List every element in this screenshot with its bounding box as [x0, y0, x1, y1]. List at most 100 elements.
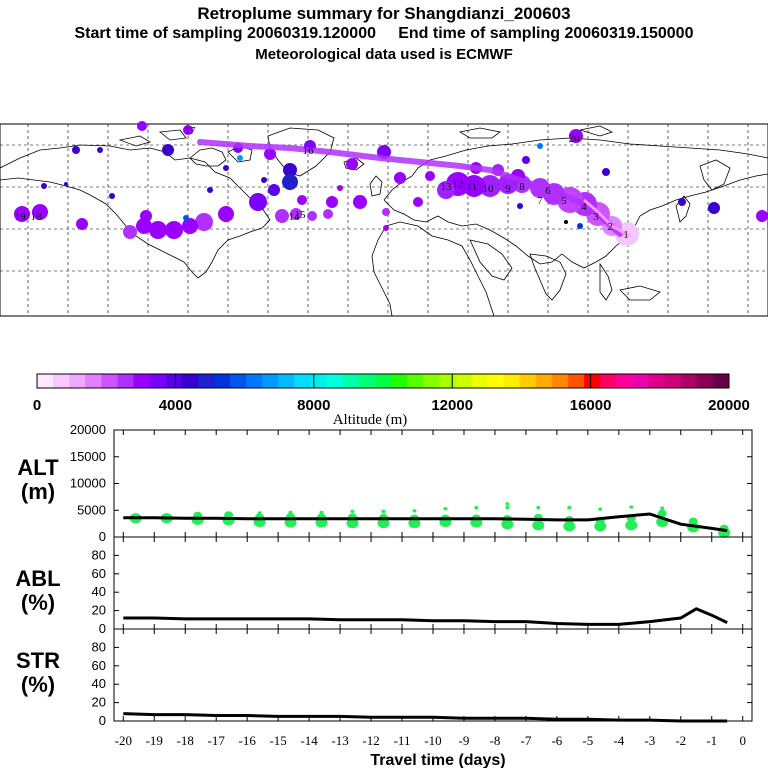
plume-day-label: 1: [623, 229, 629, 241]
y-tick-label: 80: [92, 639, 106, 654]
colorbar-cell: [712, 374, 730, 388]
plume-cluster-marker: [383, 225, 389, 231]
y-tick-label: 15000: [70, 449, 106, 464]
x-tick-label: -17: [208, 733, 226, 748]
colorbar-cell: [262, 374, 279, 388]
plume-cluster-marker: [479, 175, 501, 197]
y-tick-label: 60: [92, 566, 106, 581]
plume-cluster-marker: [76, 218, 88, 230]
altitude-scatter-point: [688, 517, 698, 526]
plume-cluster-marker: [708, 202, 720, 214]
colorbar-cell: [133, 374, 151, 388]
x-tick-label: -12: [362, 733, 379, 748]
plume-cluster-marker: [577, 223, 583, 229]
plume-start-segment: [583, 198, 631, 238]
colorbar-cell: [696, 374, 714, 388]
plume-day-label: 19: [15, 211, 27, 223]
panel-ylabel: STR (%): [16, 648, 60, 697]
colorbar-cell: [519, 374, 537, 388]
plume-day-label: 13: [441, 181, 453, 193]
plume-cluster-marker: [326, 196, 338, 208]
plume-day-label: 5: [561, 195, 567, 207]
colorbar-cell: [391, 374, 408, 388]
colorbar-cell: [568, 374, 585, 388]
plume-cluster-marker: [268, 184, 280, 196]
panel-ylabel-line: STR: [16, 648, 60, 673]
plume-cluster-marker: [123, 225, 137, 239]
y-tick-label: 20: [92, 603, 106, 618]
y-tick-label: 20: [92, 695, 106, 710]
x-tick-label: -8: [490, 733, 501, 748]
x-tick-label: -11: [394, 733, 411, 748]
colorbar-cell: [117, 374, 135, 388]
colorbar-cell: [37, 374, 54, 388]
plume-centerline: [197, 139, 623, 237]
colorbar-cell: [230, 374, 247, 388]
altitude-scatter-point: [536, 505, 541, 510]
plume-day-label: 14: [289, 211, 301, 223]
y-tick-label: 0: [99, 621, 106, 636]
colorbar-cell: [53, 374, 70, 388]
plume-cluster-marker: [382, 208, 390, 216]
colorbar-cells: [37, 374, 730, 388]
colorbar-cell: [439, 374, 456, 388]
x-tick-label: -6: [551, 733, 562, 748]
plume-day-label: 18: [31, 211, 43, 223]
plume-cluster-marker: [522, 156, 530, 164]
plume-cluster-marker: [323, 209, 333, 219]
altitude-scatter-point: [657, 509, 667, 518]
colorbar-cell: [326, 374, 344, 388]
plume-cluster-marker: [165, 221, 183, 239]
colorbar-cell: [294, 374, 312, 388]
plume-cluster-marker: [564, 220, 568, 224]
plume-cluster-marker: [41, 183, 47, 189]
colorbar-tick-label: 4000: [159, 397, 192, 414]
x-tick-label: -20: [115, 733, 132, 748]
colorbar-cell: [197, 374, 215, 388]
colorbar-ticks: 0 4000 8000 12000 16000 20000: [33, 374, 750, 414]
y-tick-label: 80: [92, 547, 106, 562]
altitude-scatter-point: [625, 520, 638, 531]
x-axis: -20 -19 -18 -17 -16 -15 -14 -13 -12 -11 -10 -9 -8 -7-…: [115, 733, 746, 748]
panel-ylabel: ALT (m): [17, 455, 59, 504]
plume-cluster-marker: [290, 208, 302, 220]
colorbar-cell: [69, 374, 86, 388]
chart-title: Retroplume summary for Shangdianzi_20060…: [197, 4, 571, 23]
colorbar-cell: [616, 374, 633, 388]
plume-cluster-marker: [183, 215, 189, 221]
plume-cluster-marker: [64, 182, 68, 186]
x-tick-label: -5: [582, 733, 593, 748]
panel-abl: 0 20 40 60 80 ABL (%): [15, 536, 753, 636]
colorbar-cell: [374, 374, 392, 388]
plume-cluster-marker: [297, 195, 307, 205]
altitude-scatter-point: [350, 509, 355, 514]
plume-day-label: 6: [545, 185, 551, 197]
x-tick-label: -16: [239, 733, 257, 748]
altitude-scatter-point: [443, 506, 448, 511]
plume-day-label: 2: [607, 221, 613, 233]
panel-frame: [113, 628, 753, 722]
colorbar-cell: [503, 374, 521, 388]
plume-cluster-marker: [140, 210, 152, 222]
altitude-scatter-point: [505, 505, 510, 510]
plume-day-label: 16: [303, 145, 315, 157]
panel-alt: 0 5000 10000 15000 20000 ALT (m): [17, 422, 753, 544]
plume-day-label: 7: [537, 195, 543, 207]
plume-cluster-marker: [413, 197, 423, 207]
colorbar-cell: [535, 374, 553, 388]
plume-day-label: 20: [569, 133, 581, 145]
altitude-scatter-point: [474, 505, 479, 510]
plume-cluster-marker: [517, 203, 523, 209]
plume-cluster-marker: [275, 209, 289, 223]
plume-cluster-marker: [195, 213, 213, 231]
plume-cluster-marker: [97, 147, 103, 153]
y-tick-label: 40: [92, 676, 106, 691]
colorbar-cell: [487, 374, 505, 388]
altitude-scatter-point: [381, 509, 386, 514]
plume-day-label: 10: [483, 183, 495, 195]
panel-ylabel: ABL (%): [15, 566, 60, 615]
x-tick-label: -4: [613, 733, 624, 748]
colorbar-cell: [632, 374, 650, 388]
altitude-colorbar: 0 4000 8000 12000 16000 20000 Altitude (m): [33, 373, 750, 428]
